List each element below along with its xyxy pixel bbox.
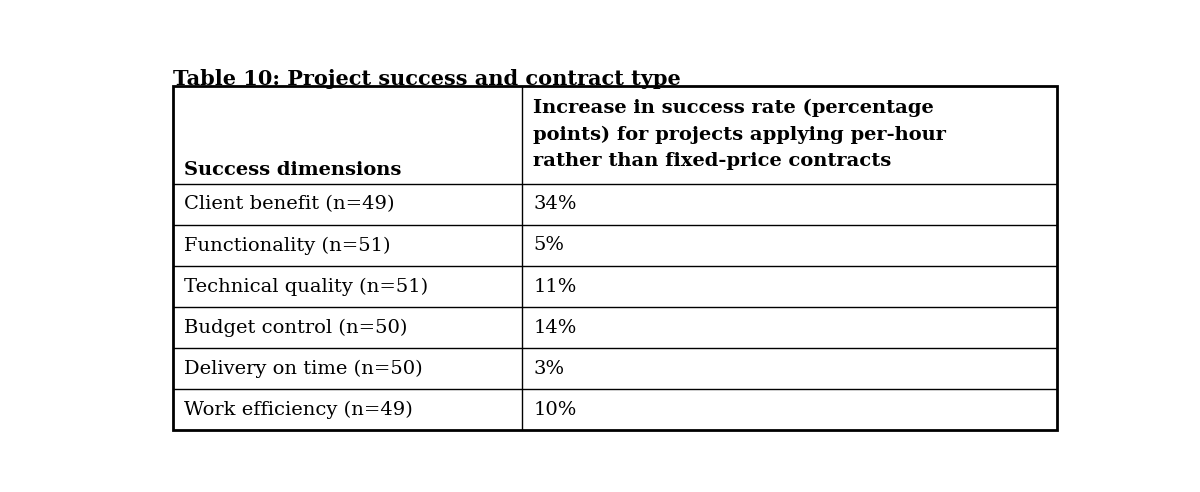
Text: Table 10: Project success and contract type: Table 10: Project success and contract t… (173, 68, 682, 89)
Text: Success dimensions: Success dimensions (185, 161, 402, 179)
Text: Budget control (n=50): Budget control (n=50) (185, 318, 408, 337)
Text: 3%: 3% (533, 360, 564, 378)
Text: 34%: 34% (533, 195, 577, 214)
Text: Client benefit (n=49): Client benefit (n=49) (185, 195, 395, 214)
Text: 14%: 14% (533, 319, 577, 337)
Text: 5%: 5% (533, 237, 564, 254)
Text: Increase in success rate (percentage
points) for projects applying per-hour
rath: Increase in success rate (percentage poi… (533, 99, 947, 170)
Text: Functionality (n=51): Functionality (n=51) (185, 236, 391, 254)
Text: 10%: 10% (533, 401, 577, 419)
Text: Technical quality (n=51): Technical quality (n=51) (185, 277, 428, 296)
Text: Work efficiency (n=49): Work efficiency (n=49) (185, 400, 413, 419)
Text: 11%: 11% (533, 277, 577, 296)
Text: Delivery on time (n=50): Delivery on time (n=50) (185, 360, 424, 378)
